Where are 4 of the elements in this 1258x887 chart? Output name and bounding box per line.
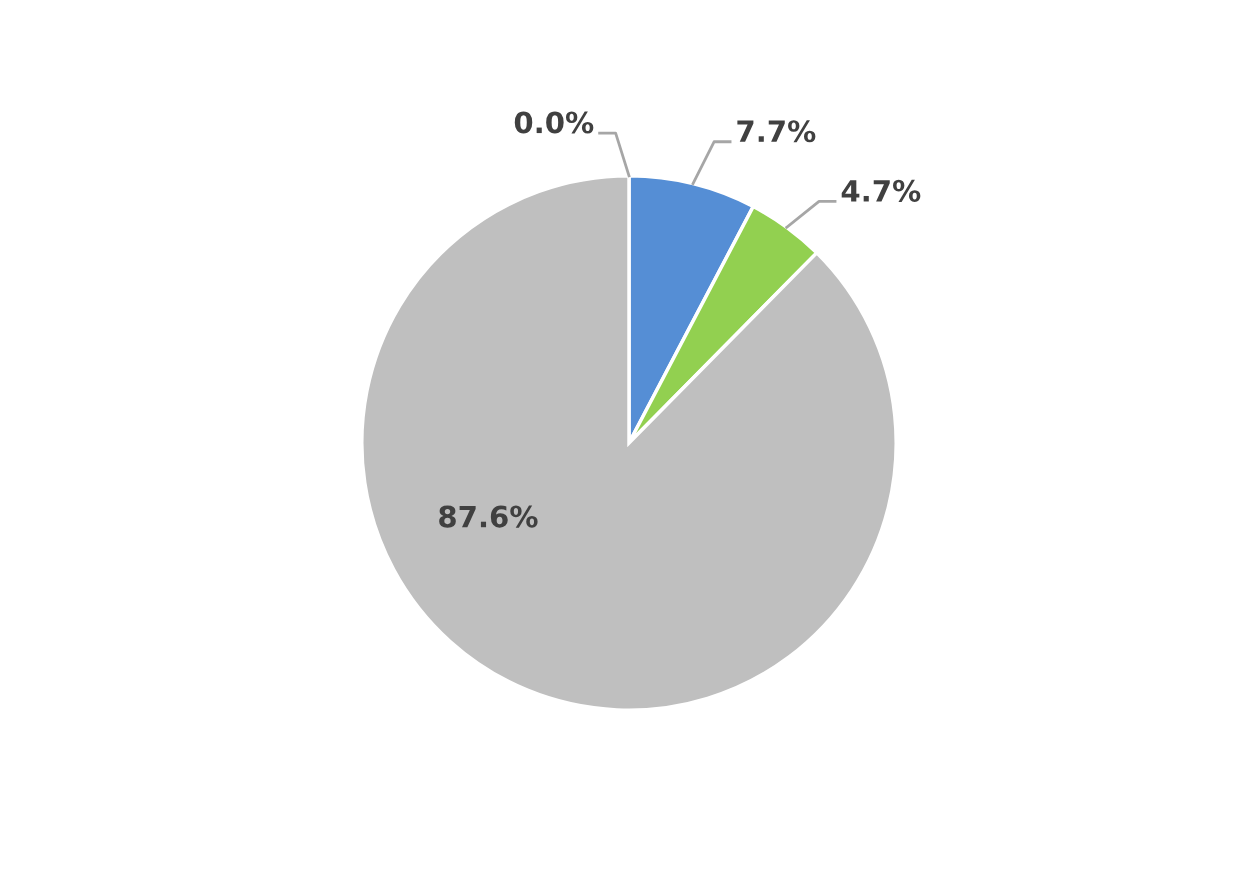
text: 0.0% <box>514 111 594 134</box>
data-label: 7.7% <box>737 120 816 143</box>
data-label: 87.6% <box>439 505 538 528</box>
data-label: 4.7% <box>841 179 921 202</box>
